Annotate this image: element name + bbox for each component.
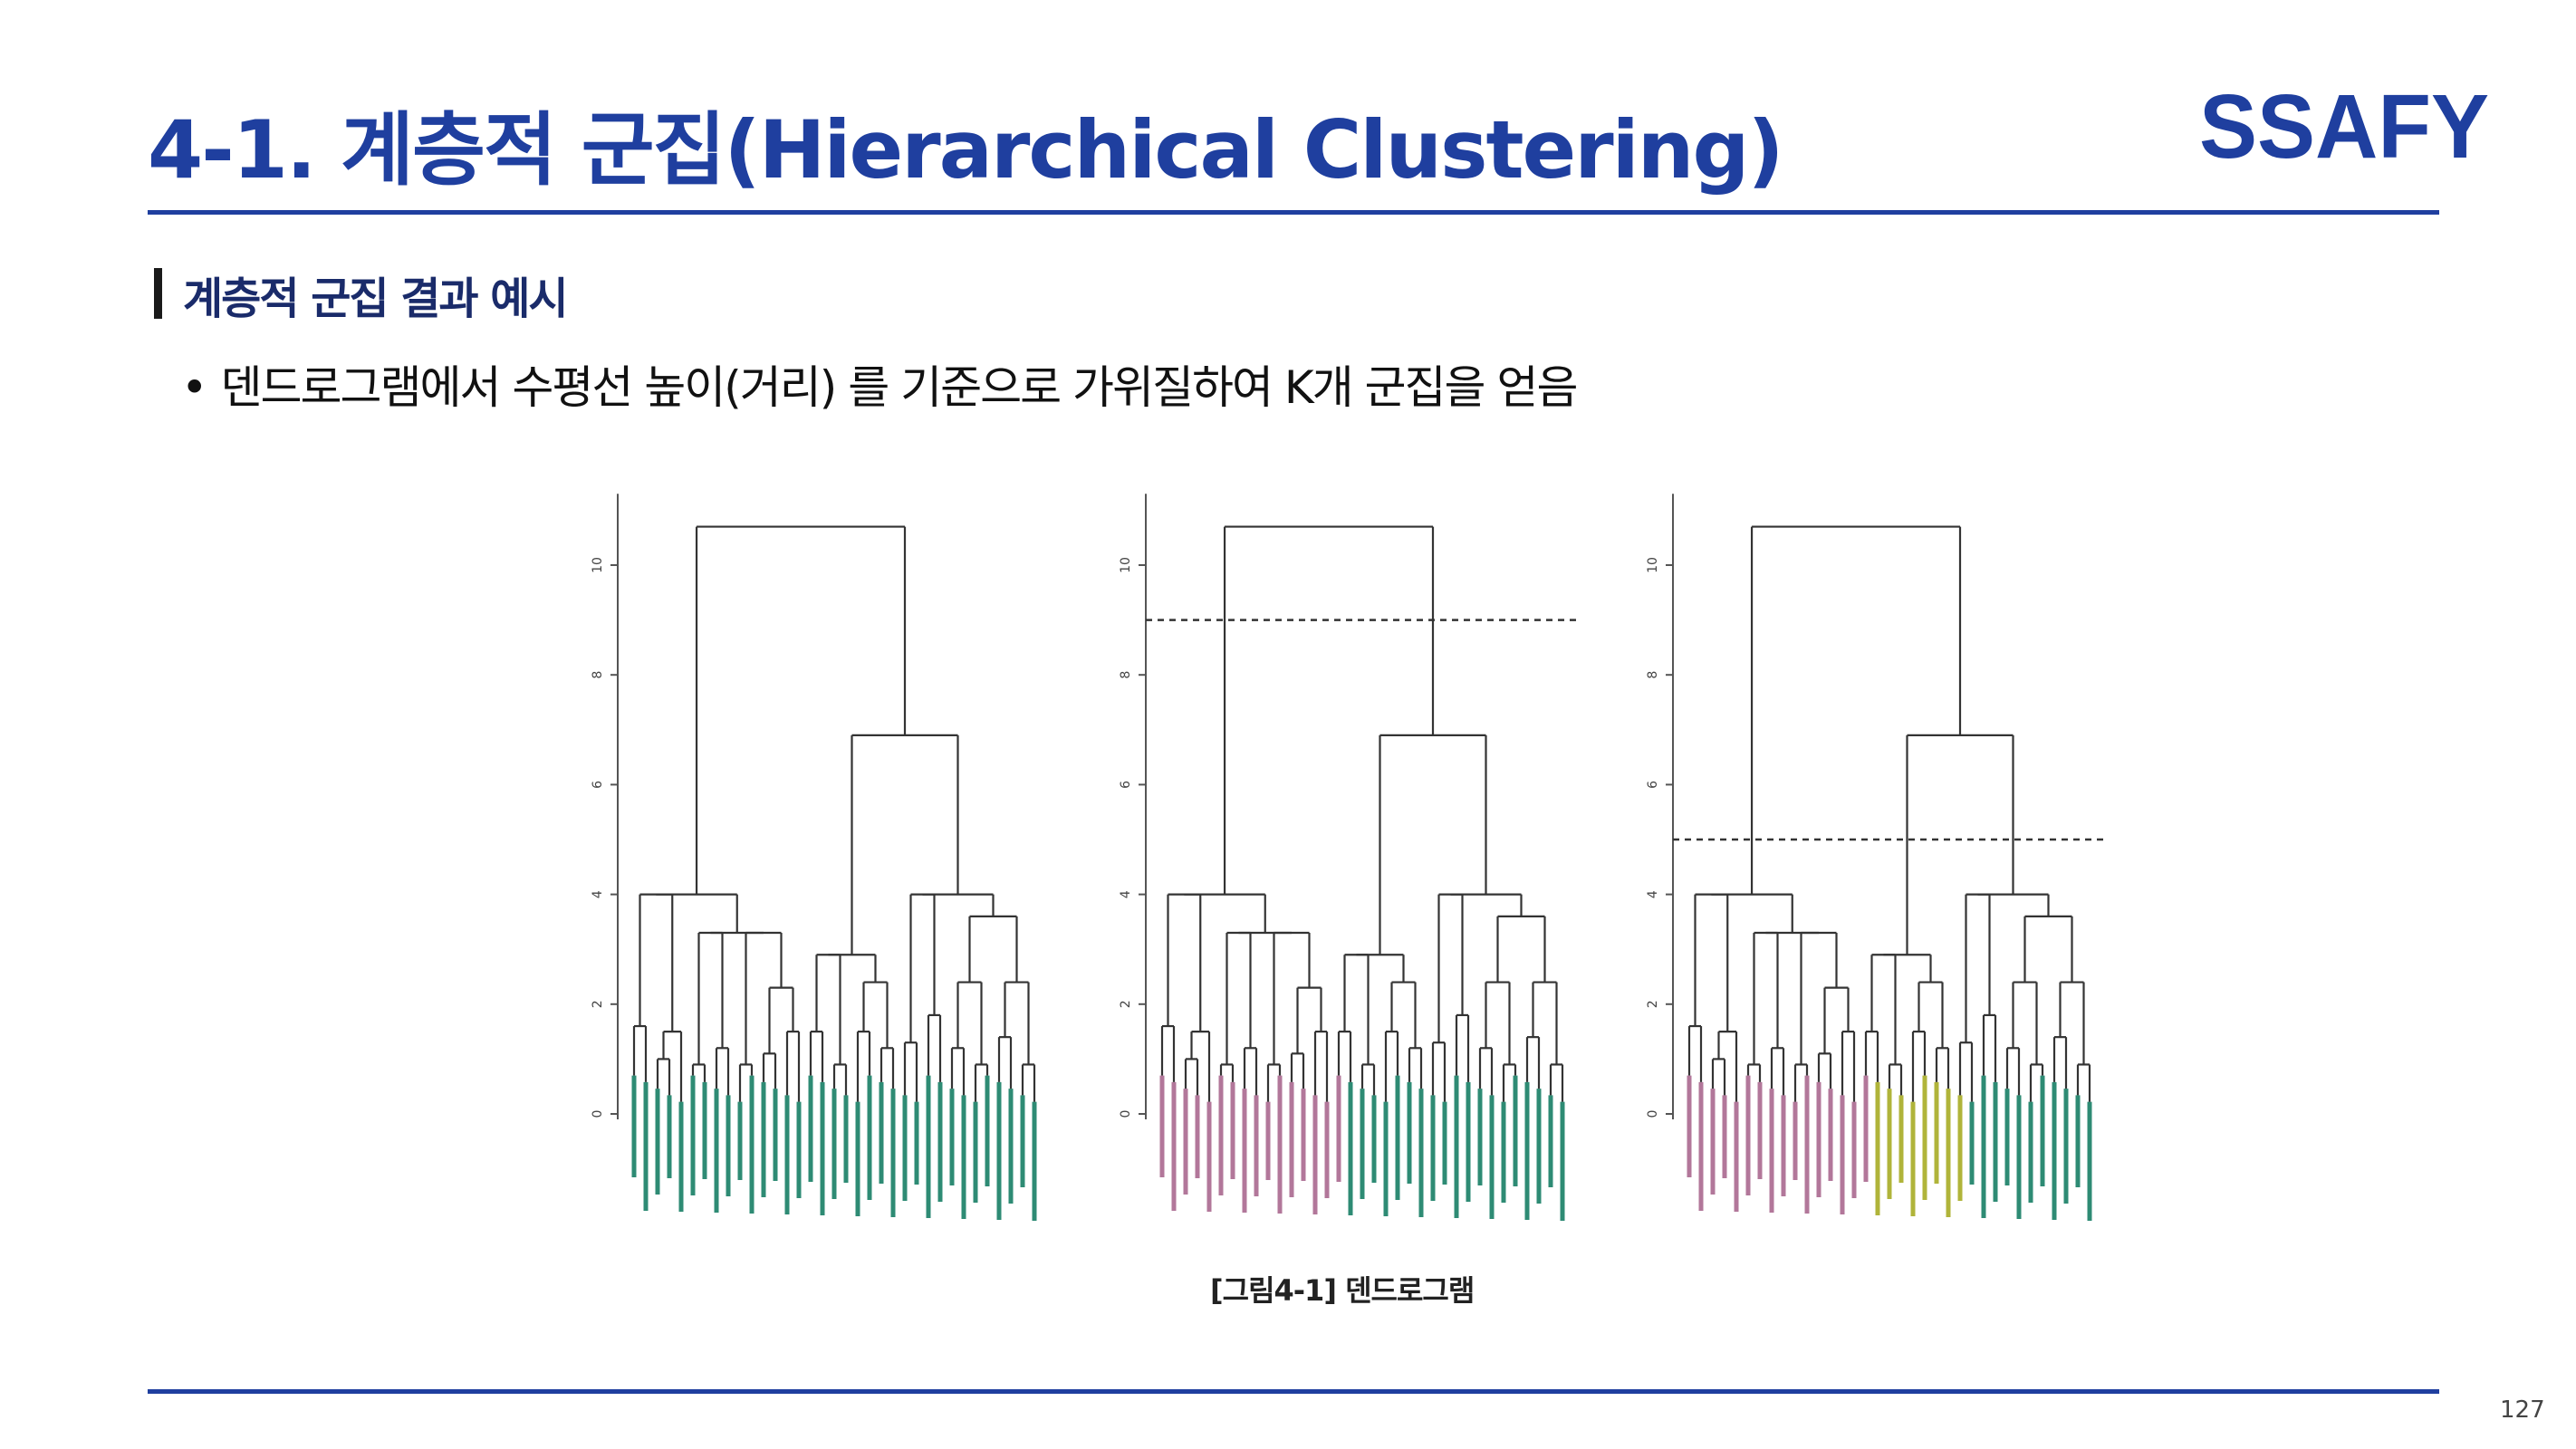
y-tick-label: 4 — [1119, 890, 1133, 898]
y-tick-label: 6 — [1119, 781, 1133, 789]
figure-caption: [그림4-1] 덴드로그램 — [1210, 1273, 1475, 1308]
y-tick-label: 10 — [1646, 557, 1660, 573]
y-tick-label: 0 — [1119, 1110, 1133, 1118]
y-tick-label: 8 — [591, 671, 605, 679]
ssafy-logo-text: SSAFY — [2199, 82, 2489, 176]
y-tick-label: 2 — [591, 1000, 605, 1008]
y-tick-label: 2 — [1646, 1000, 1660, 1008]
dendrogram-cut-3: 0 2 4 6 8 10 — [1646, 494, 2106, 1221]
bullet-item: • 덴드로그램에서 수평선 높이(거리) 를 기준으로 가위질하여 K개 군집을 … — [181, 361, 1579, 414]
header-divider — [148, 210, 2439, 215]
page-number: 127 — [2500, 1396, 2545, 1424]
bullet-text: 덴드로그램에서 수평선 높이(거리) 를 기준으로 가위질하여 K개 군집을 얻… — [220, 361, 1579, 414]
y-tick-label: 10 — [591, 557, 605, 573]
y-tick-label: 6 — [1646, 781, 1660, 789]
section-title: 계층적 군집 결과 예시 — [183, 273, 569, 324]
y-tick-label: 10 — [1119, 557, 1133, 573]
y-tick-label: 6 — [591, 781, 605, 789]
y-tick-label: 2 — [1119, 1000, 1133, 1008]
y-tick-label: 8 — [1646, 671, 1660, 679]
y-tick-label: 0 — [591, 1110, 605, 1118]
dendrogram-full: 0 2 4 6 8 10 — [591, 494, 1037, 1221]
section-marker — [154, 268, 162, 319]
y-tick-label: 8 — [1119, 671, 1133, 679]
dendrogram-cut-2: 0 2 4 6 8 10 — [1119, 494, 1579, 1221]
y-tick-label: 4 — [1646, 890, 1660, 898]
ssafy-logo: SSAFY — [2199, 82, 2489, 176]
page-title: 4-1. 계층적 군집(Hierarchical Clustering) — [148, 103, 1784, 197]
y-tick-label: 0 — [1646, 1110, 1660, 1118]
footer-divider — [148, 1389, 2439, 1394]
y-tick-label: 4 — [591, 890, 605, 898]
